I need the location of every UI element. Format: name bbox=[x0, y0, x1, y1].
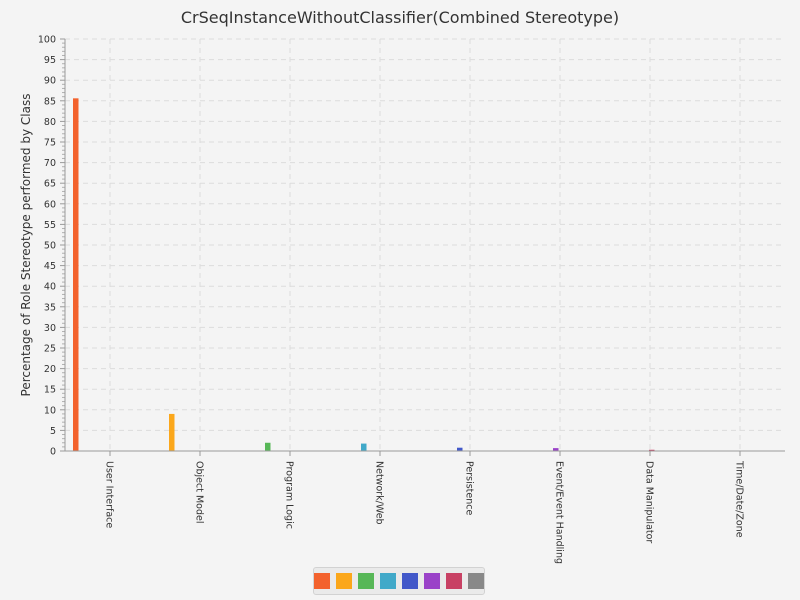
bar bbox=[265, 442, 271, 451]
y-tick-label: 25 bbox=[44, 344, 56, 355]
x-tick-label: Program Logic bbox=[284, 461, 295, 529]
y-tick-label: 80 bbox=[44, 117, 56, 128]
y-tick-label: 95 bbox=[44, 55, 56, 66]
legend-swatch bbox=[358, 573, 374, 589]
legend bbox=[313, 567, 485, 595]
y-tick-label: 40 bbox=[44, 282, 56, 293]
x-tick-label: Time/Date/Zone bbox=[734, 460, 745, 538]
legend-swatch bbox=[424, 573, 440, 589]
y-tick-label: 10 bbox=[44, 405, 56, 416]
y-tick-label: 5 bbox=[50, 426, 56, 437]
y-tick-label: 35 bbox=[44, 302, 56, 313]
legend-swatch bbox=[402, 573, 418, 589]
y-tick-label: 65 bbox=[44, 179, 56, 190]
bar bbox=[457, 447, 463, 451]
legend-swatch bbox=[380, 573, 396, 589]
y-axis-label: Percentage of Role Stereotype performed … bbox=[19, 94, 33, 397]
y-tick-labels: 0 5 10 15 20 25 30 35 40 45 50 55 60 65 70 75 80 85 90 95 10… bbox=[38, 35, 56, 458]
x-tick-label: Event/Event Handling bbox=[554, 461, 565, 564]
bar bbox=[73, 98, 79, 451]
x-tick-labels: User Interface Object Model Program Logic N… bbox=[104, 460, 745, 564]
bar bbox=[361, 443, 367, 451]
x-tick-label: User Interface bbox=[104, 461, 115, 528]
chart-title: CrSeqInstanceWithoutClassifier(Combined … bbox=[181, 8, 619, 27]
bar bbox=[553, 448, 559, 451]
y-tick-label: 85 bbox=[44, 96, 56, 107]
gridlines bbox=[65, 38, 785, 451]
x-tick-label: Network/Web bbox=[374, 461, 385, 525]
bars bbox=[73, 98, 655, 451]
x-tick-label: Object Model bbox=[194, 461, 205, 523]
axes bbox=[60, 38, 785, 456]
y-tick-label: 60 bbox=[44, 199, 56, 210]
y-tick-label: 75 bbox=[44, 138, 56, 149]
y-tick-label: 30 bbox=[44, 323, 56, 334]
x-tick-label: Data Manipulator bbox=[644, 461, 655, 543]
x-tick-label: Persistence bbox=[464, 461, 475, 515]
y-tick-label: 0 bbox=[50, 447, 56, 458]
legend-swatch bbox=[468, 573, 484, 589]
y-tick-label: 90 bbox=[44, 76, 56, 87]
y-tick-label: 55 bbox=[44, 220, 56, 231]
legend-swatch bbox=[446, 573, 462, 589]
bar bbox=[649, 449, 655, 451]
y-tick-label: 15 bbox=[44, 385, 56, 396]
y-tick-label: 45 bbox=[44, 261, 56, 272]
y-tick-label: 70 bbox=[44, 158, 56, 169]
legend-swatch bbox=[314, 573, 330, 589]
legend-swatch bbox=[336, 573, 352, 589]
y-tick-label: 20 bbox=[44, 364, 56, 375]
y-tick-label: 100 bbox=[38, 35, 56, 46]
y-tick-label: 50 bbox=[44, 241, 56, 252]
bar bbox=[169, 413, 175, 451]
